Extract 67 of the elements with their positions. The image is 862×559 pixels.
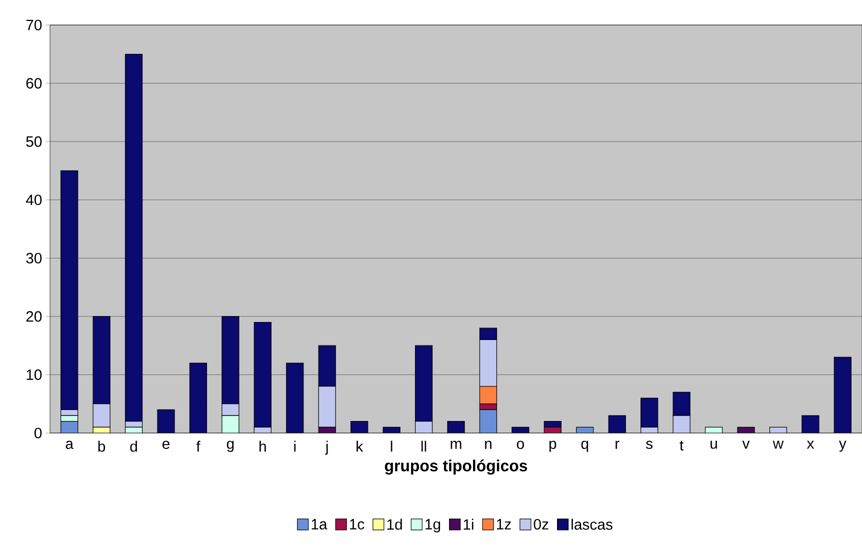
x-tick-label: k xyxy=(356,440,364,452)
bar xyxy=(189,362,208,433)
x-tick-label: w xyxy=(772,440,784,449)
bar xyxy=(672,392,690,416)
bar xyxy=(157,409,175,433)
x-tick-label: l xyxy=(390,440,392,452)
bar xyxy=(318,386,336,428)
x-tick-label: g xyxy=(226,440,234,452)
x-tick-label: s xyxy=(646,440,653,449)
bar xyxy=(222,316,240,404)
bar xyxy=(124,421,143,428)
x-tick-label: n xyxy=(485,440,492,449)
x-tick-label: p xyxy=(549,440,556,452)
x-tick-label: o xyxy=(516,440,524,449)
bar xyxy=(414,345,433,422)
x-tick-label: x xyxy=(806,440,814,449)
x-axis-title: grupos tipológicos xyxy=(384,460,528,475)
bar xyxy=(479,404,498,410)
bar xyxy=(350,421,368,433)
x-tick-label: q xyxy=(581,440,588,452)
x-tick-label: u xyxy=(710,440,717,449)
x-tick-label: h xyxy=(260,440,266,452)
x-tick-label: y xyxy=(838,440,846,452)
x-tick-label: d xyxy=(130,440,137,452)
x-tick-label: a xyxy=(66,440,74,449)
bar xyxy=(92,316,110,404)
bar xyxy=(254,322,272,428)
bar xyxy=(124,54,143,422)
y-tick-label: 40 xyxy=(26,194,42,206)
bar xyxy=(415,421,432,433)
legend-label: 1g xyxy=(426,519,440,532)
bar xyxy=(286,362,304,433)
x-tick-label: ll xyxy=(421,440,426,452)
y-tick-label: 0 xyxy=(34,428,42,438)
y-tick-label: 60 xyxy=(26,78,42,89)
x-tick-label: f xyxy=(196,440,200,452)
legend-label: 1d xyxy=(387,518,402,530)
y-tick-label: 50 xyxy=(26,136,42,147)
bar xyxy=(544,421,562,428)
bar xyxy=(60,421,78,433)
bar xyxy=(479,409,498,433)
bar xyxy=(60,170,78,410)
legend-label: 0z xyxy=(534,518,548,530)
bar xyxy=(479,328,498,340)
x-tick-label: r xyxy=(616,440,620,449)
bar xyxy=(608,415,626,433)
x-tick-label: v xyxy=(742,440,750,449)
legend-label: lascas xyxy=(572,518,612,530)
x-tick-label: e xyxy=(162,440,170,449)
bar xyxy=(479,339,498,387)
legend-label: 1c xyxy=(350,519,364,530)
y-tick-label: 20 xyxy=(26,311,42,322)
bar xyxy=(640,398,658,428)
x-tick-label: i xyxy=(294,440,296,452)
x-tick-label: j xyxy=(325,440,328,455)
legend-label: 1z xyxy=(497,519,511,530)
bar xyxy=(834,356,852,433)
x-tick-label: b xyxy=(98,440,106,452)
legend-label: 1a xyxy=(312,519,328,530)
x-tick-label: t xyxy=(680,440,684,451)
y-tick-label: 10 xyxy=(26,369,42,380)
y-tick-label: 30 xyxy=(26,252,42,264)
bar xyxy=(92,404,110,428)
y-tick-label: 70 xyxy=(26,20,42,30)
bar xyxy=(318,345,336,387)
legend-label: 1i xyxy=(464,518,474,530)
x-tick-label: m xyxy=(450,440,462,449)
